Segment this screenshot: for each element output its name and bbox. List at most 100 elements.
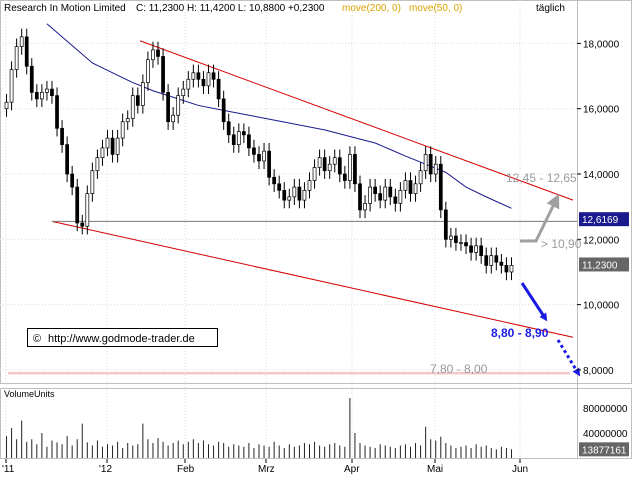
y-tick-label: 12,0000: [583, 235, 620, 246]
volume-panel-frame: [0, 388, 632, 459]
y-tick-label: 14,0000: [583, 170, 620, 181]
y-tick-label: 18,0000: [583, 39, 620, 50]
candle-body: [282, 189, 287, 201]
candle-body: [433, 163, 438, 175]
x-axis-ticks: '11 '12 Feb Mrz Apr Mai Jun: [2, 459, 528, 475]
candle-body: [272, 176, 277, 185]
candle-body: [257, 154, 261, 162]
candle-body: [484, 255, 489, 266]
candle-body: [479, 245, 484, 256]
target-zone: [8, 371, 570, 375]
candle-body: [156, 49, 160, 57]
candle-body: [247, 134, 251, 149]
candle-body: [317, 157, 322, 168]
candles: [4, 28, 514, 281]
candle-body: [378, 193, 383, 201]
candle-body: [287, 196, 292, 201]
volume-label: VolumeUnits: [4, 389, 55, 399]
candle-body: [363, 203, 367, 211]
candle-body: [469, 245, 473, 253]
channel-upper-line: [139, 40, 574, 201]
header-ohlc: C: 11,2300 H: 11,4200 L: 10,8800 +0,2300: [136, 3, 325, 14]
candle-body: [166, 92, 170, 123]
candle-body: [176, 95, 181, 116]
copyright-symbol: ©: [33, 333, 41, 345]
candle-body: [55, 95, 59, 129]
candle-body: [29, 65, 34, 93]
candle-body: [50, 88, 54, 96]
candle-body: [9, 69, 14, 103]
candle-body: [45, 88, 49, 93]
x-tick-label: Jun: [512, 464, 528, 475]
header-ma2: move(50, 0): [409, 3, 462, 14]
x-tick-label: Mrz: [258, 464, 275, 475]
candle-body: [262, 150, 266, 162]
candle-body: [418, 170, 423, 185]
candle-body: [368, 186, 372, 204]
candle-body: [201, 78, 206, 87]
x-tick-label: '12: [99, 464, 112, 475]
y-tick-label: 16,0000: [583, 105, 620, 116]
candle-body: [302, 189, 307, 201]
candle-body: [181, 88, 186, 96]
candle-body: [70, 173, 75, 188]
candle-body: [494, 255, 499, 263]
candle-body: [105, 137, 110, 149]
candle-body: [171, 114, 176, 123]
candle-body: [327, 163, 332, 172]
candle-body: [186, 78, 191, 90]
candle-body: [504, 265, 509, 273]
candle-body: [115, 137, 120, 155]
x-tick-label: Apr: [344, 464, 360, 475]
candle-body: [393, 196, 398, 204]
x-tick-label: Feb: [177, 464, 195, 475]
candle-body: [206, 72, 211, 87]
candle-body: [449, 235, 453, 240]
candle-body: [388, 186, 393, 198]
candle-body: [383, 186, 388, 201]
candle-body: [4, 101, 9, 110]
candle-body: [342, 173, 347, 181]
candle-body: [438, 163, 443, 211]
candle-body: [322, 157, 327, 172]
candle-body: [110, 137, 115, 155]
candle-body: [428, 154, 433, 175]
candle-body: [135, 95, 140, 106]
candle-body: [358, 183, 362, 211]
candle-body: [211, 72, 216, 80]
y-tick-label: 10,0000: [583, 301, 620, 312]
candle-body: [373, 186, 378, 194]
candle-body: [80, 222, 85, 227]
candle-body: [292, 186, 297, 198]
candle-body: [75, 186, 80, 224]
y-tick-label: 8,0000: [583, 366, 614, 377]
candle-body: [489, 255, 494, 266]
x-tick-label: Mai: [427, 464, 443, 475]
volume-bars: [6, 398, 512, 458]
candle-body: [14, 46, 19, 70]
candle-body: [120, 121, 125, 139]
candle-body: [161, 56, 165, 93]
candle-body: [60, 127, 64, 145]
candle-body: [474, 245, 478, 253]
candle-body: [125, 118, 130, 123]
candle-body: [353, 154, 357, 185]
grey-up-arrow: [520, 193, 560, 243]
blue-dotted-arrow: [556, 339, 581, 377]
candle-body: [267, 150, 271, 178]
candle-body: [151, 49, 155, 61]
candle-body: [95, 157, 100, 172]
annotation-resistance-target: 12,45 - 12,65: [506, 171, 577, 185]
candle-body: [19, 36, 24, 48]
candle-body: [454, 235, 458, 243]
candle-body: [226, 121, 231, 136]
volume-tick-80m: 80000000: [583, 404, 628, 415]
annotation-blue-target: 8,80 - 8,90: [491, 326, 549, 340]
candle-body: [297, 186, 302, 201]
last-price-label: 11,2300: [582, 260, 618, 271]
candle-body: [509, 265, 514, 273]
candle-body: [196, 72, 201, 80]
candle-body: [332, 157, 337, 165]
